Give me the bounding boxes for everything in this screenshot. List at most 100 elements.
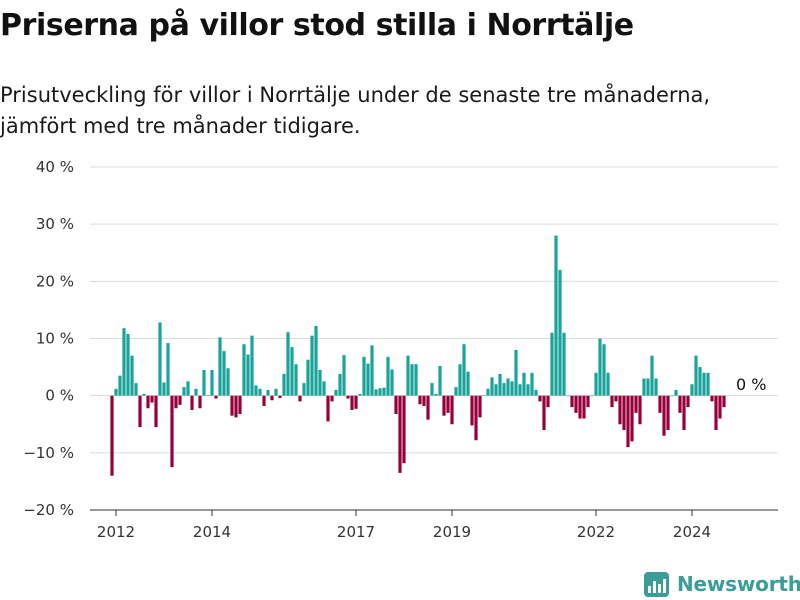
bar bbox=[398, 395, 402, 473]
bar bbox=[342, 355, 346, 396]
bar bbox=[578, 395, 582, 419]
x-tick-label: 2022 bbox=[577, 523, 615, 541]
bar bbox=[546, 395, 550, 408]
bar bbox=[266, 389, 270, 396]
bar bbox=[430, 383, 434, 396]
bar bbox=[202, 369, 206, 396]
bar bbox=[206, 395, 210, 396]
bar bbox=[526, 384, 530, 396]
bar bbox=[538, 395, 542, 402]
bar bbox=[414, 364, 418, 396]
bar bbox=[270, 395, 274, 401]
bar bbox=[706, 372, 710, 396]
bar bbox=[282, 373, 286, 396]
bar bbox=[346, 395, 350, 399]
bar bbox=[354, 395, 358, 409]
bar bbox=[386, 356, 390, 396]
bar bbox=[690, 384, 694, 396]
y-axis-labels: −20 % −10 % 0 % 10 % 20 % 30 % 40 % bbox=[23, 158, 74, 519]
bar bbox=[310, 335, 314, 396]
bar bbox=[378, 388, 382, 396]
bar bbox=[698, 367, 702, 396]
bar bbox=[138, 395, 142, 428]
bar bbox=[666, 395, 670, 430]
bar bbox=[422, 395, 426, 406]
bar bbox=[178, 395, 182, 405]
bar bbox=[438, 365, 442, 396]
bar bbox=[542, 395, 546, 430]
bar bbox=[614, 395, 618, 402]
x-tick-label: 2017 bbox=[337, 523, 375, 541]
bar bbox=[630, 395, 634, 442]
bar bbox=[394, 395, 398, 414]
bars bbox=[110, 235, 726, 476]
bar bbox=[390, 369, 394, 396]
bar bbox=[610, 395, 614, 408]
bar bbox=[686, 395, 690, 408]
bar bbox=[230, 395, 234, 416]
y-tick-label: 0 % bbox=[45, 387, 74, 405]
bar bbox=[110, 395, 114, 476]
bar bbox=[642, 378, 646, 396]
bar bbox=[434, 393, 438, 396]
bar bbox=[362, 356, 366, 396]
chart-subtitle: Prisutveckling för villor i Norrtälje un… bbox=[0, 83, 711, 138]
latest-value-label: 0 % bbox=[736, 375, 766, 394]
bar bbox=[198, 395, 202, 409]
bar bbox=[162, 382, 166, 396]
bar bbox=[506, 378, 510, 396]
bar bbox=[350, 395, 354, 410]
bar bbox=[306, 359, 310, 396]
bar bbox=[722, 395, 726, 408]
x-tick-label: 2014 bbox=[193, 523, 231, 541]
bar bbox=[466, 371, 470, 396]
y-tick-label: 40 % bbox=[36, 158, 74, 176]
bar bbox=[694, 355, 698, 396]
bar bbox=[166, 343, 170, 396]
bar bbox=[598, 338, 602, 396]
bar bbox=[498, 373, 502, 396]
bar bbox=[130, 355, 134, 396]
bar bbox=[294, 364, 298, 396]
bar bbox=[558, 269, 562, 396]
bar bbox=[186, 381, 190, 396]
bar bbox=[446, 395, 450, 413]
bar bbox=[570, 395, 574, 408]
bar bbox=[194, 388, 198, 396]
bar bbox=[638, 395, 642, 425]
bar bbox=[670, 395, 674, 397]
bar bbox=[298, 395, 302, 402]
bar bbox=[122, 328, 126, 396]
bar bbox=[514, 349, 518, 396]
bar bbox=[674, 389, 678, 396]
bar bbox=[462, 344, 466, 396]
y-tick-label: 20 % bbox=[36, 272, 74, 290]
bar bbox=[602, 344, 606, 396]
bar bbox=[714, 395, 718, 430]
bar bbox=[182, 387, 186, 396]
bar bbox=[522, 372, 526, 396]
newsworthy-logo-icon bbox=[644, 571, 669, 597]
bar bbox=[482, 395, 486, 396]
bar bbox=[370, 345, 374, 396]
bar bbox=[318, 369, 322, 396]
bar bbox=[214, 395, 218, 399]
bar bbox=[550, 332, 554, 396]
bar bbox=[518, 384, 522, 396]
bar bbox=[574, 395, 578, 413]
x-tick-label: 2012 bbox=[97, 523, 135, 541]
bar bbox=[554, 235, 558, 396]
bar bbox=[366, 363, 370, 396]
bar bbox=[534, 389, 538, 396]
bar bbox=[658, 395, 662, 413]
bar bbox=[590, 395, 594, 397]
bar bbox=[150, 395, 154, 403]
bar bbox=[442, 395, 446, 416]
bar bbox=[494, 384, 498, 396]
bar bbox=[334, 389, 338, 396]
bar bbox=[678, 395, 682, 413]
bar bbox=[262, 395, 266, 406]
bar bbox=[634, 395, 638, 413]
bar bbox=[682, 395, 686, 430]
bar bbox=[134, 383, 138, 396]
